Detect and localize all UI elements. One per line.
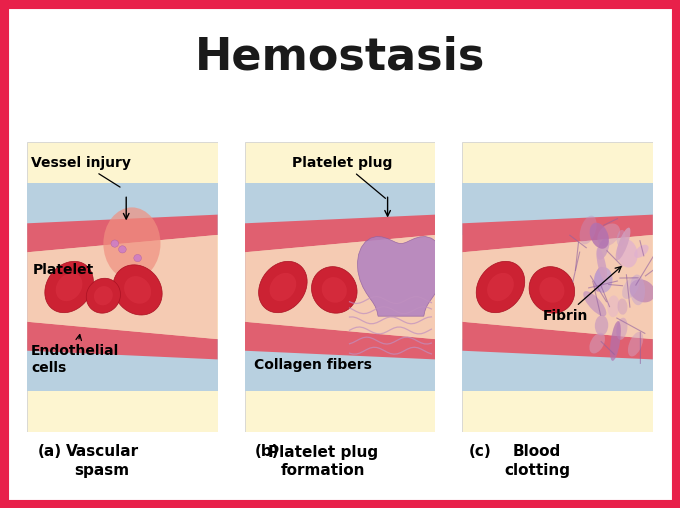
Polygon shape: [462, 235, 653, 339]
Ellipse shape: [595, 315, 608, 336]
Ellipse shape: [617, 239, 638, 268]
Polygon shape: [113, 265, 162, 315]
Ellipse shape: [111, 240, 118, 247]
FancyBboxPatch shape: [245, 339, 435, 391]
Ellipse shape: [134, 255, 141, 262]
Ellipse shape: [118, 246, 126, 253]
Ellipse shape: [583, 291, 607, 316]
Polygon shape: [245, 322, 435, 360]
Text: Endothelial
cells: Endothelial cells: [31, 335, 119, 374]
Text: (a): (a): [37, 444, 61, 460]
Polygon shape: [539, 277, 564, 303]
Polygon shape: [529, 267, 575, 313]
Ellipse shape: [594, 267, 613, 293]
Ellipse shape: [594, 267, 605, 292]
FancyBboxPatch shape: [462, 339, 653, 391]
Text: Platelet plug: Platelet plug: [292, 155, 393, 198]
Text: (b): (b): [255, 444, 279, 460]
Polygon shape: [358, 237, 445, 316]
Ellipse shape: [598, 224, 620, 246]
Polygon shape: [245, 235, 435, 339]
Ellipse shape: [628, 332, 643, 357]
Text: Fibrin: Fibrin: [543, 267, 621, 323]
Ellipse shape: [579, 216, 596, 244]
Ellipse shape: [610, 321, 621, 361]
Text: Hemostasis: Hemostasis: [194, 36, 486, 79]
Polygon shape: [245, 214, 435, 252]
Ellipse shape: [607, 295, 619, 317]
Text: Platelet: Platelet: [33, 263, 94, 277]
Polygon shape: [45, 261, 93, 313]
Text: Collagen fibers: Collagen fibers: [254, 358, 372, 372]
Polygon shape: [476, 261, 525, 313]
FancyBboxPatch shape: [245, 183, 435, 235]
Polygon shape: [27, 322, 218, 360]
Polygon shape: [94, 286, 113, 305]
Ellipse shape: [103, 207, 160, 280]
Ellipse shape: [616, 318, 628, 340]
Polygon shape: [258, 261, 307, 313]
Ellipse shape: [617, 299, 628, 315]
Text: Platelet plug
formation: Platelet plug formation: [268, 444, 378, 478]
Ellipse shape: [630, 274, 645, 305]
Polygon shape: [27, 235, 218, 339]
Ellipse shape: [622, 276, 639, 299]
Ellipse shape: [590, 223, 609, 249]
Polygon shape: [462, 322, 653, 360]
Polygon shape: [269, 273, 296, 301]
Polygon shape: [86, 278, 120, 313]
Ellipse shape: [590, 333, 605, 354]
FancyBboxPatch shape: [245, 142, 435, 432]
FancyBboxPatch shape: [462, 142, 653, 432]
FancyBboxPatch shape: [27, 339, 218, 391]
FancyBboxPatch shape: [462, 183, 653, 235]
Ellipse shape: [617, 230, 626, 246]
Text: Vessel injury: Vessel injury: [31, 155, 131, 187]
Text: Blood
clotting: Blood clotting: [504, 444, 571, 478]
Text: (c): (c): [469, 444, 492, 460]
Ellipse shape: [630, 279, 656, 302]
Ellipse shape: [615, 228, 630, 261]
Polygon shape: [462, 214, 653, 252]
Polygon shape: [56, 273, 82, 301]
FancyBboxPatch shape: [27, 183, 218, 235]
Ellipse shape: [596, 247, 607, 281]
Text: Vascular
spasm: Vascular spasm: [65, 444, 139, 478]
Ellipse shape: [597, 238, 609, 260]
Polygon shape: [487, 273, 514, 301]
Polygon shape: [124, 276, 151, 304]
FancyBboxPatch shape: [27, 142, 218, 432]
Polygon shape: [311, 267, 357, 313]
Polygon shape: [322, 277, 347, 303]
Polygon shape: [27, 214, 218, 252]
Ellipse shape: [634, 245, 649, 258]
